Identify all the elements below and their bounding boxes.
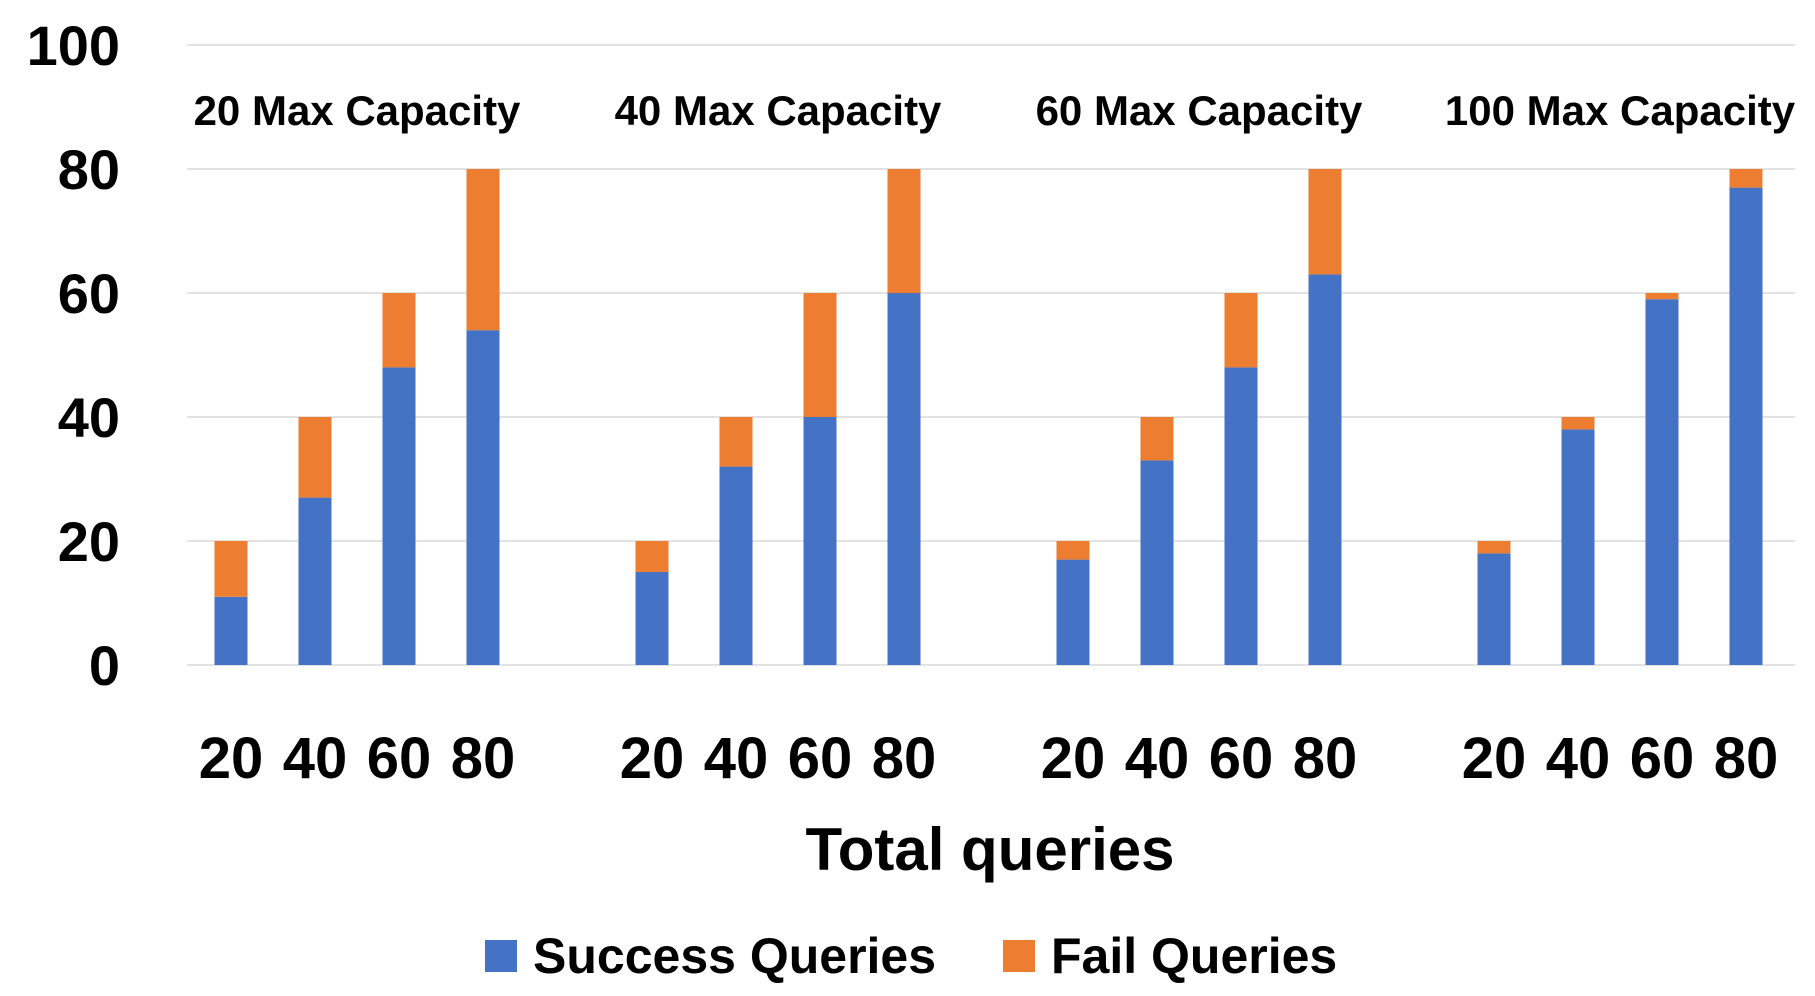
bar-success-g0-c2 — [382, 367, 416, 665]
x-tick-label: 60 — [788, 726, 853, 791]
bars — [214, 169, 1763, 665]
x-tick-label: 40 — [283, 726, 348, 791]
legend-swatch-fail — [1003, 940, 1035, 972]
gridlines — [187, 44, 1795, 666]
bar-fail-g1-c0 — [635, 541, 669, 572]
x-tick-label: 80 — [451, 726, 516, 791]
x-tick-label: 20 — [199, 726, 264, 791]
bar-fail-g2-c2 — [1224, 293, 1258, 368]
bar-fail-g1-c3 — [887, 169, 921, 293]
bar-fail-g2-c0 — [1056, 541, 1090, 560]
bar-fail-g1-c2 — [803, 293, 837, 417]
group-title: 40 Max Capacity — [615, 87, 942, 134]
bar-fail-g3-c1 — [1561, 417, 1595, 430]
bar-fail-g0-c1 — [298, 417, 332, 498]
group-title: 20 Max Capacity — [194, 87, 521, 134]
legend-label-success: Success Queries — [533, 928, 936, 984]
bar-success-g0-c0 — [214, 596, 248, 665]
group-title: 100 Max Capacity — [1445, 87, 1796, 134]
bar-success-g1-c3 — [887, 293, 921, 665]
x-tick-label: 20 — [1041, 726, 1106, 791]
bar-success-g2-c0 — [1056, 559, 1090, 665]
bar-fail-g3-c0 — [1477, 541, 1511, 554]
y-tick-label: 60 — [58, 262, 120, 325]
bar-success-g3-c1 — [1561, 429, 1595, 665]
x-axis-ticks: 20 40 60 80 20 40 60 80 20 40 60 80 20 40 60 80 — [199, 726, 1779, 791]
x-tick-label: 40 — [704, 726, 769, 791]
legend-item-success: Success Queries — [485, 928, 936, 984]
x-tick-label: 20 — [1462, 726, 1527, 791]
x-axis-label: Total queries — [806, 816, 1175, 883]
y-tick-label: 40 — [58, 386, 120, 449]
group-title: 60 Max Capacity — [1036, 87, 1363, 134]
y-tick-label: 20 — [58, 510, 120, 573]
bar-success-g1-c2 — [803, 417, 837, 665]
bar-fail-g0-c0 — [214, 541, 248, 597]
bar-fail-g2-c3 — [1308, 169, 1342, 275]
legend-item-fail: Fail Queries — [1003, 928, 1337, 984]
bar-fail-g3-c2 — [1645, 293, 1679, 300]
bar-fail-g2-c1 — [1140, 417, 1174, 461]
bar-success-g3-c3 — [1729, 187, 1763, 665]
x-tick-label: 40 — [1546, 726, 1611, 791]
legend: Success Queries Fail Queries — [485, 928, 1337, 984]
bar-success-g2-c2 — [1224, 367, 1258, 665]
x-tick-label: 40 — [1125, 726, 1190, 791]
bar-success-g0-c3 — [466, 330, 500, 665]
y-tick-label: 80 — [58, 138, 120, 201]
x-tick-label: 80 — [872, 726, 937, 791]
x-tick-label: 60 — [1630, 726, 1695, 791]
x-tick-label: 80 — [1293, 726, 1358, 791]
bar-success-g2-c3 — [1308, 274, 1342, 665]
y-axis-ticks: 0 20 40 60 80 100 — [27, 14, 120, 697]
y-tick-label: 0 — [89, 634, 120, 697]
bar-success-g3-c2 — [1645, 299, 1679, 665]
bar-fail-g3-c3 — [1729, 169, 1763, 188]
x-tick-label: 60 — [367, 726, 432, 791]
y-tick-label: 100 — [27, 14, 120, 77]
x-tick-label: 60 — [1209, 726, 1274, 791]
bar-fail-g0-c2 — [382, 293, 416, 368]
bar-fail-g1-c1 — [719, 417, 753, 467]
x-tick-label: 20 — [620, 726, 685, 791]
bar-fail-g0-c3 — [466, 169, 500, 331]
group-titles: 20 Max Capacity 40 Max Capacity 60 Max Cap… — [194, 87, 1796, 134]
bar-success-g0-c1 — [298, 497, 332, 665]
legend-label-fail: Fail Queries — [1051, 928, 1337, 984]
bar-success-g1-c1 — [719, 466, 753, 665]
bar-success-g3-c0 — [1477, 553, 1511, 665]
bar-success-g2-c1 — [1140, 460, 1174, 665]
legend-swatch-success — [485, 940, 517, 972]
x-tick-label: 80 — [1714, 726, 1779, 791]
bar-success-g1-c0 — [635, 572, 669, 665]
